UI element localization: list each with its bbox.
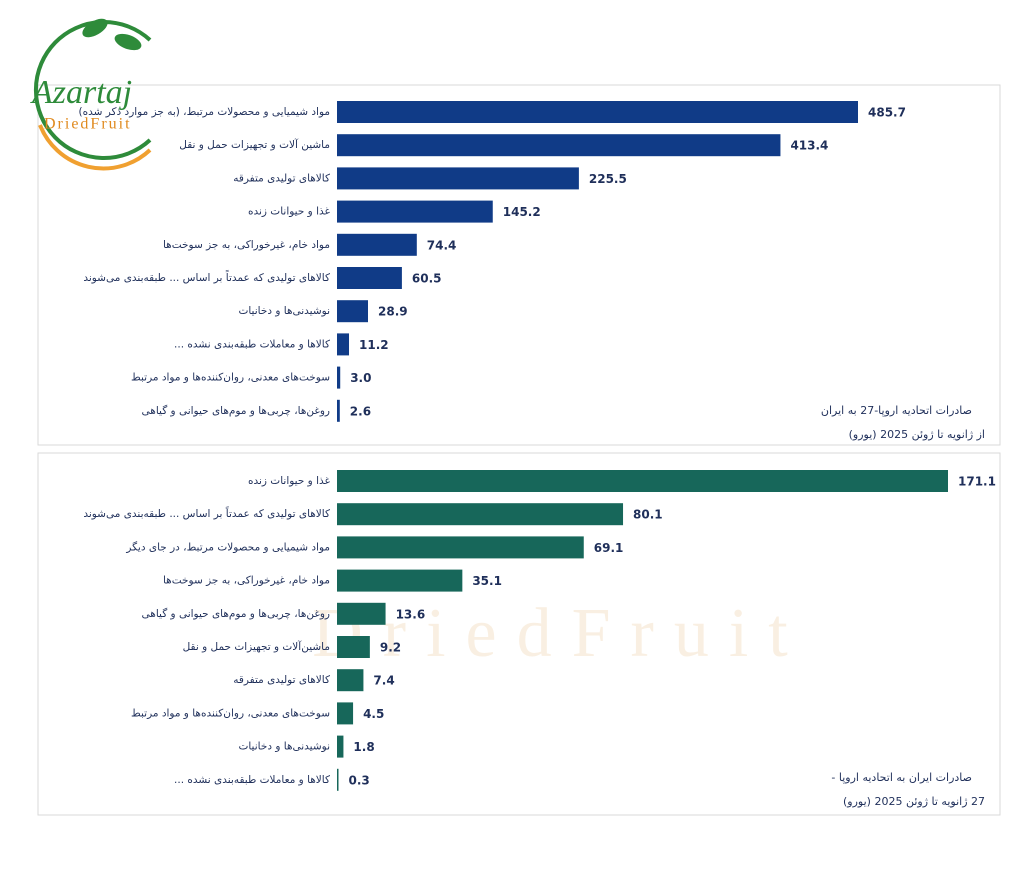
watermark: DriedFruit [312,595,808,672]
chart-frame [37,452,1001,816]
category-label: کالاها و معاملات طبقه‌بندی نشده ... [174,338,330,350]
value-label: 13.6 [396,607,426,621]
value-label: 35.1 [472,574,502,588]
chart-title: صادرات ایران به اتحادیه اروپا - [831,771,972,784]
value-label: 28.9 [378,305,408,319]
category-label: روغن‌ها، چربی‌ها و موم‌های حیوانی و گیاه… [142,404,330,417]
value-label: 171.1 [958,475,996,489]
chart-title: صادرات اتحادیه اروپا-27 به ایران [821,404,972,417]
chart-subtitle: 27 ژانویه تا ژوئن 2025 (یورو) [843,795,985,808]
value-label: 3.0 [350,371,371,385]
bar [337,399,340,422]
category-label: مواد خام، غیرخوراکی، به جز سوخت‌ها [163,575,330,587]
bar [337,233,417,256]
bar [337,134,781,157]
value-label: 2.6 [350,404,371,418]
bar [337,636,370,658]
category-label: کالاهای تولیدی متفرقه [233,172,330,184]
value-label: 485.7 [868,106,906,120]
logo-name: Azartaj [30,74,132,111]
bar [337,366,341,389]
leaf [114,33,142,51]
logo-arc [38,124,152,171]
category-label: غذا و حیوانات زنده [248,475,331,487]
category-label: غذا و حیوانات زنده [248,206,331,218]
category-label: ماشین‌آلات و تجهیزات حمل و نقل [183,640,330,653]
chart-frame [37,84,1001,446]
bar [337,200,493,223]
category-label: کالاها و معاملات طبقه‌بندی نشده ... [174,774,330,786]
bar [337,167,579,190]
value-label: 1.8 [353,740,374,754]
value-label: 145.2 [503,205,541,219]
value-label: 225.5 [589,172,627,186]
category-label: مواد خام، غیرخوراکی، به جز سوخت‌ها [163,239,330,251]
value-label: 413.4 [790,139,828,153]
category-label: نوشیدنی‌ها و دخانیات [238,741,330,753]
logo-tagline: DriedFruit [44,116,132,133]
bar [337,536,584,559]
category-label: روغن‌ها، چربی‌ها و موم‌های حیوانی و گیاه… [142,607,330,620]
value-label: 74.4 [427,238,457,252]
leaf [82,18,108,38]
category-label: کالاهای تولیدی متفرقه [233,674,330,686]
bar [337,267,402,289]
value-label: 69.1 [594,541,624,555]
logo: Azartaj DriedFruit [30,18,152,171]
bar [337,470,948,492]
category-label: مواد شیمیایی و محصولات مرتبط، در جای دیگ… [125,540,330,553]
value-label: 9.2 [380,641,401,655]
bar [337,569,463,592]
bar [337,768,339,791]
bar [337,503,624,526]
bar [337,602,386,625]
bar [337,333,350,356]
bar [337,669,364,692]
category-label: سوخت‌های معدنی، روان‌کننده‌ها و مواد مرت… [131,707,330,719]
category-label: ماشین آلات و تجهیزات حمل و نقل [179,138,330,151]
value-label: 60.5 [412,272,442,286]
value-label: 11.2 [359,338,389,352]
value-label: 0.3 [349,773,370,787]
bar [337,702,354,725]
bar [337,300,369,323]
value-label: 7.4 [373,674,394,688]
category-label: مواد شیمیایی و محصولات مرتبط، (به جز موا… [78,106,330,118]
value-label: 80.1 [633,508,663,522]
category-label: سوخت‌های معدنی، روان‌کننده‌ها و مواد مرت… [131,372,330,384]
bar [337,101,858,123]
category-label: کالاهای تولیدی که عمدتاً بر اساس ... طبق… [83,506,330,520]
value-label: 4.5 [363,707,384,721]
bar [337,735,344,758]
chart-subtitle: از ژانویه تا ژوئن 2025 (یورو) [849,428,985,441]
category-label: کالاهای تولیدی که عمدتاً بر اساس ... طبق… [83,270,330,284]
category-label: نوشیدنی‌ها و دخانیات [238,305,330,317]
